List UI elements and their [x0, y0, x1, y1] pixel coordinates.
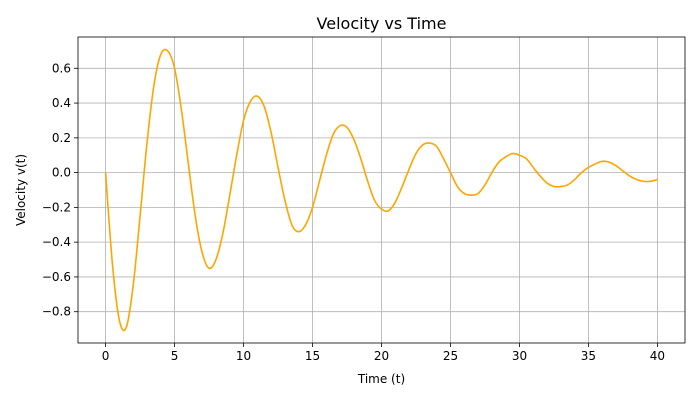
y-tick-label: 0.4 [52, 96, 71, 110]
x-axis-label: Time (t) [357, 372, 405, 386]
x-tick-label: 0 [102, 349, 110, 363]
grid [78, 37, 685, 343]
y-tick-label: −0.8 [42, 305, 71, 319]
y-axis-label: Velocity v(t) [14, 154, 28, 226]
y-tick-label: −0.6 [42, 270, 71, 284]
x-axis: 0 5 10 15 20 25 30 35 40 [102, 343, 665, 363]
y-tick-label: 0.2 [52, 131, 71, 145]
y-tick-label: 0.6 [52, 61, 71, 75]
x-tick-label: 10 [236, 349, 251, 363]
x-tick-label: 25 [443, 349, 458, 363]
chart-title: Velocity vs Time [317, 14, 447, 33]
y-tick-label: 0.0 [52, 166, 71, 180]
y-tick-label: −0.2 [42, 200, 71, 214]
x-tick-label: 5 [171, 349, 179, 363]
x-tick-label: 40 [650, 349, 665, 363]
x-tick-label: 15 [305, 349, 320, 363]
x-tick-label: 20 [374, 349, 389, 363]
x-tick-label: 35 [581, 349, 596, 363]
y-tick-label: −0.4 [42, 235, 71, 249]
velocity-series-line [104, 48, 658, 332]
x-tick-label: 30 [512, 349, 527, 363]
y-axis: −0.8 −0.6 −0.4 −0.2 0.0 0.2 0.4 0.6 [42, 61, 78, 319]
